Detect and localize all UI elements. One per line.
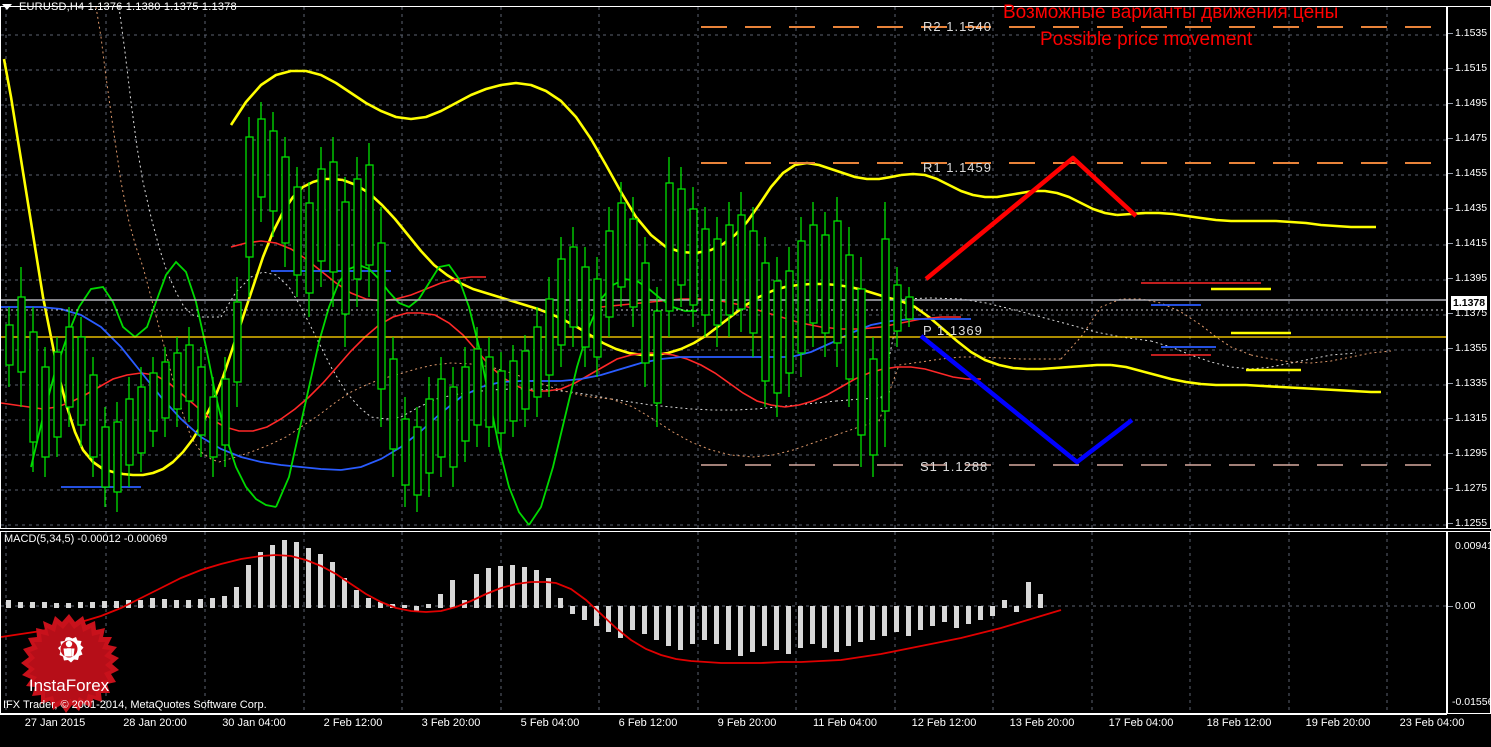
macd-axis-label-zero: 0.00 bbox=[1455, 600, 1476, 612]
price-axis-label: 1.1415 bbox=[1455, 237, 1488, 249]
time-axis-label: 23 Feb 04:00 bbox=[1399, 717, 1465, 729]
time-axis-label: 2 Feb 12:00 bbox=[323, 717, 383, 729]
pivot-label-p: P 1.1369 bbox=[923, 323, 983, 338]
forecast-bearish-arrow bbox=[919, 334, 1134, 465]
pivot-label-s1: S1 1.1288 bbox=[920, 459, 989, 474]
chevron-down-icon[interactable] bbox=[2, 4, 12, 10]
price-axis-label: 1.1535 bbox=[1455, 27, 1488, 39]
price-axis-label: 1.1455 bbox=[1455, 167, 1488, 179]
time-axis-label: 19 Feb 20:00 bbox=[1305, 717, 1371, 729]
macd-indicator-pane[interactable] bbox=[0, 531, 1447, 714]
forecast-bullish-arrow bbox=[924, 155, 1138, 281]
time-axis-label: 18 Feb 12:00 bbox=[1206, 717, 1272, 729]
time-axis-label: 27 Jan 2015 bbox=[24, 717, 86, 729]
time-axis-label: 9 Feb 20:00 bbox=[717, 717, 777, 729]
annotation-english: Possible price movement bbox=[1040, 29, 1253, 50]
axis-tick bbox=[1448, 383, 1453, 384]
vertical-gridlines bbox=[5, 7, 1388, 528]
current-price-tag: 1.1378 bbox=[1451, 296, 1488, 310]
chart-header: EURUSD,H4 1.1376 1.1380 1.1375 1.1378 bbox=[2, 0, 237, 14]
macd-axis[interactable]: 0.00941 0.00 -0.01556 bbox=[1447, 531, 1491, 714]
price-axis-label: 1.1515 bbox=[1455, 62, 1488, 74]
pivot-lines bbox=[1, 26, 1446, 466]
symbol-period-ohlc: EURUSD,H4 1.1376 1.1380 1.1375 1.1378 bbox=[19, 1, 237, 13]
axis-tick bbox=[1448, 523, 1453, 524]
axis-tick bbox=[1448, 488, 1453, 489]
logo-brand-text: InstaForex bbox=[28, 676, 110, 695]
price-axis-label: 1.1435 bbox=[1455, 202, 1488, 214]
price-axis-label: 1.1495 bbox=[1455, 97, 1488, 109]
axis-tick bbox=[1448, 348, 1453, 349]
axis-tick bbox=[1448, 453, 1453, 454]
time-axis-label: 28 Jan 20:00 bbox=[123, 717, 187, 729]
macd-signal-line bbox=[0, 554, 1062, 664]
time-axis-label: 30 Jan 04:00 bbox=[222, 717, 286, 729]
gear-person-icon bbox=[58, 637, 84, 663]
price-chart-canvas bbox=[1, 7, 1446, 528]
price-axis-label: 1.1375 bbox=[1455, 307, 1488, 319]
price-axis-label: 1.1395 bbox=[1455, 272, 1488, 284]
macd-axis-label-min: -0.01556 bbox=[1452, 696, 1491, 708]
time-axis-label: 17 Feb 04:00 bbox=[1108, 717, 1174, 729]
time-axis-label: 12 Feb 12:00 bbox=[911, 717, 977, 729]
pivot-label-r1: R1 1.1459 bbox=[923, 160, 992, 175]
price-axis-label: 1.1295 bbox=[1455, 447, 1488, 459]
axis-tick bbox=[1448, 278, 1453, 279]
price-axis[interactable]: 1.1535 1.1515 1.1495 1.1475 1.1455 1.143… bbox=[1447, 6, 1491, 529]
axis-tick bbox=[1448, 243, 1453, 244]
axis-tick bbox=[1448, 138, 1453, 139]
horizontal-gridlines bbox=[1, 34, 1446, 526]
axis-tick bbox=[1448, 173, 1453, 174]
annotation-russian: Возможные варианты движения цены bbox=[1003, 2, 1339, 23]
axis-tick bbox=[1448, 418, 1453, 419]
axis-tick bbox=[1448, 208, 1453, 209]
axis-tick bbox=[1448, 313, 1453, 314]
time-axis-label: 5 Feb 04:00 bbox=[520, 717, 580, 729]
axis-tick bbox=[1448, 68, 1453, 69]
macd-canvas bbox=[0, 532, 1446, 713]
price-axis-label: 1.1475 bbox=[1455, 132, 1488, 144]
macd-vertical-gridlines bbox=[5, 532, 1388, 713]
price-axis-label: 1.1275 bbox=[1455, 482, 1488, 494]
time-axis-label: 6 Feb 12:00 bbox=[618, 717, 678, 729]
macd-header-text: MACD(5,34,5) -0.00012 -0.00069 bbox=[4, 533, 168, 545]
macd-axis-label-max: 0.00941 bbox=[1455, 540, 1491, 552]
price-axis-label: 1.1315 bbox=[1455, 412, 1488, 424]
price-axis-label: 1.1355 bbox=[1455, 342, 1488, 354]
time-axis[interactable]: 27 Jan 2015 28 Jan 20:00 30 Jan 04:00 2 … bbox=[0, 714, 1464, 732]
price-axis-label: 1.1255 bbox=[1455, 517, 1488, 529]
status-bar-copyright: IFX Trader, © 2001-2014, MetaQuotes Soft… bbox=[3, 699, 267, 711]
logo-starburst bbox=[21, 614, 119, 713]
pivot-label-r2: R2 1.1540 bbox=[923, 19, 992, 34]
bollinger-bands bbox=[2, 58, 1381, 477]
time-axis-label: 3 Feb 20:00 bbox=[421, 717, 481, 729]
macd-histogram bbox=[6, 540, 1043, 656]
axis-tick bbox=[1448, 103, 1453, 104]
axis-tick bbox=[1448, 33, 1453, 34]
instaforex-logo: InstaForex bbox=[2, 614, 136, 724]
axis-tick bbox=[1448, 606, 1453, 607]
time-axis-label: 13 Feb 20:00 bbox=[1009, 717, 1075, 729]
price-chart-pane[interactable] bbox=[0, 6, 1447, 529]
price-axis-label: 1.1335 bbox=[1455, 377, 1488, 389]
candlestick-series bbox=[5, 102, 914, 512]
time-axis-label: 11 Feb 04:00 bbox=[812, 717, 878, 729]
